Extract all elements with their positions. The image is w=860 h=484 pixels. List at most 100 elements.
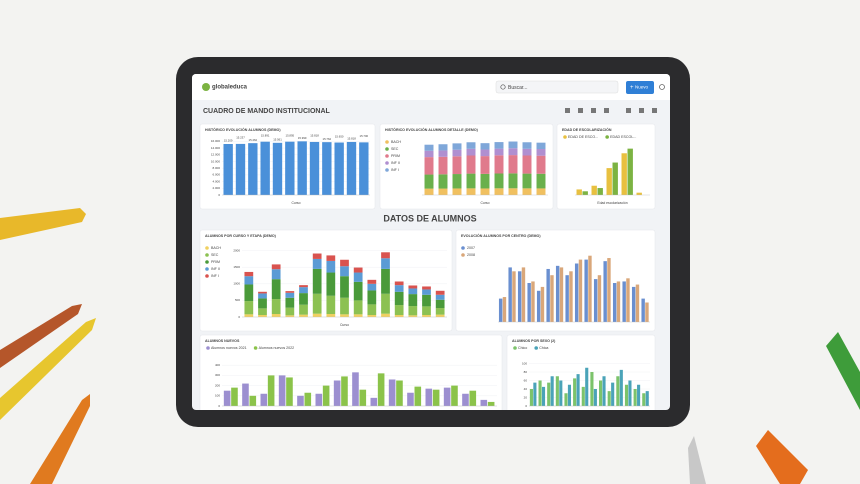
bar <box>602 376 606 406</box>
bar <box>627 148 633 195</box>
bar-segment <box>494 148 504 156</box>
bar-segment <box>424 150 434 158</box>
bar-segment <box>438 144 448 151</box>
chart-title: HISTÓRICO EVOLUCIÓN ALUMNOS DETALLE (DEM… <box>385 127 479 132</box>
legend-swatch <box>206 346 210 350</box>
bar-segment <box>408 315 418 317</box>
legend-label: SEC <box>211 253 219 257</box>
tool-icon[interactable] <box>565 108 570 113</box>
tool-icon[interactable] <box>591 108 596 113</box>
tool-icon[interactable] <box>639 108 644 113</box>
legend-label: INF II <box>391 161 400 165</box>
bar <box>555 376 559 406</box>
tool-icon[interactable] <box>652 108 657 113</box>
x-axis-label: Curso <box>480 201 489 205</box>
bar <box>469 390 477 406</box>
y-tick-label: 14.000 <box>211 146 221 150</box>
bar-segment <box>466 142 476 149</box>
bar <box>425 388 433 406</box>
value-label: 15.762 <box>323 137 332 141</box>
search-box[interactable] <box>495 80 619 94</box>
bar <box>588 255 592 322</box>
y-tick-label: 0 <box>238 315 240 319</box>
tool-icon[interactable] <box>626 108 631 113</box>
bar <box>607 391 611 406</box>
bar <box>550 275 554 322</box>
legend-label: INF II <box>211 267 220 271</box>
legend-swatch <box>385 147 389 151</box>
settings-icon[interactable] <box>659 84 665 90</box>
legend-swatch <box>534 346 539 350</box>
bar <box>599 380 603 406</box>
y-tick-label: 1500 <box>233 265 240 269</box>
bar-segment <box>312 258 322 269</box>
bar <box>242 383 249 406</box>
bar <box>249 395 257 406</box>
bar-segment <box>381 293 390 314</box>
bar-segment <box>353 300 363 315</box>
bar-segment <box>435 299 445 309</box>
bar <box>584 259 588 322</box>
bar-segment <box>312 313 322 317</box>
bar <box>359 142 369 195</box>
bar <box>285 141 295 195</box>
bar <box>612 162 618 195</box>
y-tick-label: 200 <box>215 383 220 387</box>
bar <box>626 278 630 322</box>
bar <box>297 395 304 406</box>
bar-segment <box>326 272 336 296</box>
search-placeholder: Buscar... <box>508 85 527 91</box>
plus-icon: + <box>630 85 634 91</box>
y-tick-label: 6.000 <box>212 173 220 177</box>
bar-segment <box>394 305 404 316</box>
bar <box>538 380 542 406</box>
bar <box>260 393 268 406</box>
bar <box>642 393 646 406</box>
chart-title: ALUMNOS POR SEXO (2) <box>512 339 556 343</box>
new-button[interactable] <box>626 81 654 94</box>
y-tick-label: 0 <box>218 193 220 197</box>
bar <box>603 261 607 322</box>
bar-segment <box>299 287 308 294</box>
bar-segment <box>381 258 390 269</box>
value-label: 15.650 <box>335 134 344 138</box>
bar-segment <box>452 156 462 175</box>
bar <box>333 380 341 406</box>
bar-segment <box>271 314 281 317</box>
bar-segment <box>508 141 518 149</box>
bar <box>624 384 629 406</box>
bar-segment <box>285 307 295 316</box>
bar-segment <box>299 314 308 317</box>
legend-label: EDAD DE ESCO... <box>568 135 598 139</box>
x-axis-label: Curso <box>340 323 349 327</box>
legend-swatch <box>605 135 609 139</box>
bar <box>565 275 569 322</box>
y-tick-label: 500 <box>235 298 240 302</box>
bar-segment <box>326 314 336 317</box>
crayon <box>0 318 96 420</box>
logo-icon <box>202 83 210 91</box>
bar-segment <box>536 142 546 150</box>
bar-segment <box>536 188 546 195</box>
tool-icon[interactable] <box>604 108 609 113</box>
legend-label: Alumnos nuevos 2022 <box>259 346 295 350</box>
bar-segment <box>466 155 476 174</box>
bar-segment <box>258 308 267 316</box>
bar <box>359 389 367 406</box>
bar <box>502 297 507 322</box>
bar-segment <box>258 298 267 309</box>
bar-segment <box>394 285 404 292</box>
bar-segment <box>536 149 546 156</box>
bar-segment <box>522 155 532 174</box>
y-tick-label: 12.000 <box>211 153 221 157</box>
y-tick-label: 8.000 <box>212 166 220 170</box>
bar-segment <box>340 314 349 317</box>
legend-swatch <box>205 253 209 257</box>
value-label: 15.999 <box>298 136 307 140</box>
chart-title: HISTÓRICO EVOLUCIÓN ALUMNOS (DEMO) <box>205 127 281 132</box>
y-tick-label: 0 <box>218 404 220 408</box>
section-title: DATOS DE ALUMNOS <box>383 213 476 223</box>
bar-segment <box>326 295 336 315</box>
tool-icon[interactable] <box>578 108 583 113</box>
bar <box>635 284 640 322</box>
